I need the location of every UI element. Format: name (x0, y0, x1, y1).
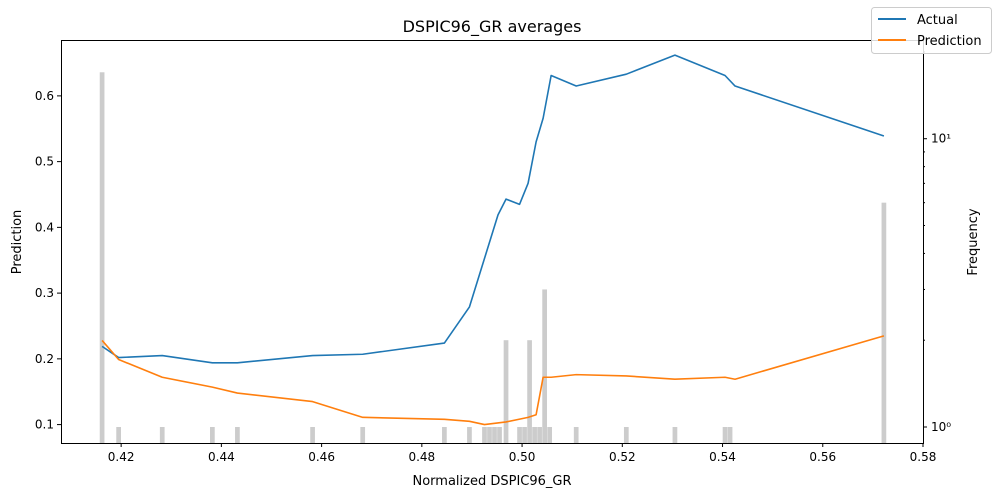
x-tick-label: 0.54 (709, 450, 736, 464)
plot-frame (61, 40, 924, 444)
histogram-bar (542, 289, 547, 443)
x-tick-label: 0.46 (308, 450, 335, 464)
histogram-bar (727, 427, 733, 443)
histogram-bar (482, 427, 487, 443)
histogram-bar (527, 340, 532, 443)
chart-title: DSPIC96_GR averages (403, 17, 582, 37)
histogram-bar (547, 427, 552, 443)
legend-label-prediction: Prediction (917, 34, 982, 49)
y-tick-label: 0.1 (35, 418, 54, 432)
y-tick-label: 0.3 (35, 286, 54, 300)
y2-axis-label: Frequency (966, 208, 981, 275)
histogram-bar (116, 427, 121, 443)
histogram-bar (881, 202, 887, 443)
y-tick-label: 0.6 (35, 89, 54, 103)
y-axis-label: Prediction (10, 210, 25, 275)
histogram-bar (532, 427, 537, 443)
histogram-bar (210, 427, 215, 443)
histogram-bar (623, 427, 629, 443)
histogram-bar (492, 427, 497, 443)
histogram-bar (442, 427, 447, 443)
histogram-bar (522, 427, 527, 443)
histogram-bar (310, 427, 315, 443)
legend: Actual Prediction (871, 7, 992, 54)
histogram-bar (722, 427, 728, 443)
y-tick-label: 0.2 (35, 352, 54, 366)
series-line-prediction (101, 335, 885, 426)
x-axis-label: Normalized DSPIC96_GR (412, 474, 571, 489)
histogram-bar (573, 427, 579, 443)
y2-axis-ticks: 10⁰ 10¹ (923, 51, 951, 434)
histogram-bar (467, 427, 472, 443)
series-lines (101, 54, 885, 426)
legend-label-actual: Actual (917, 13, 958, 28)
y-tick-label: 0.5 (35, 155, 54, 169)
x-axis-ticks: 0.42 0.44 0.46 0.48 0.50 0.52 0.54 0.56 0.58 (108, 443, 937, 464)
x-tick-label: 0.50 (509, 450, 536, 464)
histogram-bar (672, 427, 678, 443)
x-tick-label: 0.48 (408, 450, 435, 464)
histogram-bar (99, 72, 105, 443)
histogram-bar (360, 427, 366, 443)
x-tick-label: 0.44 (208, 450, 235, 464)
y-tick-label: 0.4 (35, 220, 54, 234)
histogram-bars (99, 72, 887, 443)
x-tick-label: 0.52 (609, 450, 636, 464)
y-axis-ticks: 0.1 0.2 0.3 0.4 0.5 0.6 (35, 89, 61, 432)
histogram-bar (517, 427, 522, 443)
series-line-actual (101, 54, 885, 364)
y2-tick-label: 10⁰ (931, 420, 951, 434)
histogram-bar (487, 427, 492, 443)
histogram-bar (503, 340, 509, 443)
histogram-bar (537, 427, 542, 443)
histogram-bar (235, 427, 240, 443)
histogram-bar (497, 427, 502, 443)
x-tick-label: 0.58 (910, 450, 937, 464)
x-tick-label: 0.56 (809, 450, 836, 464)
x-tick-label: 0.42 (108, 450, 135, 464)
histogram-bar (159, 427, 165, 443)
y2-tick-label: 10¹ (931, 132, 951, 146)
